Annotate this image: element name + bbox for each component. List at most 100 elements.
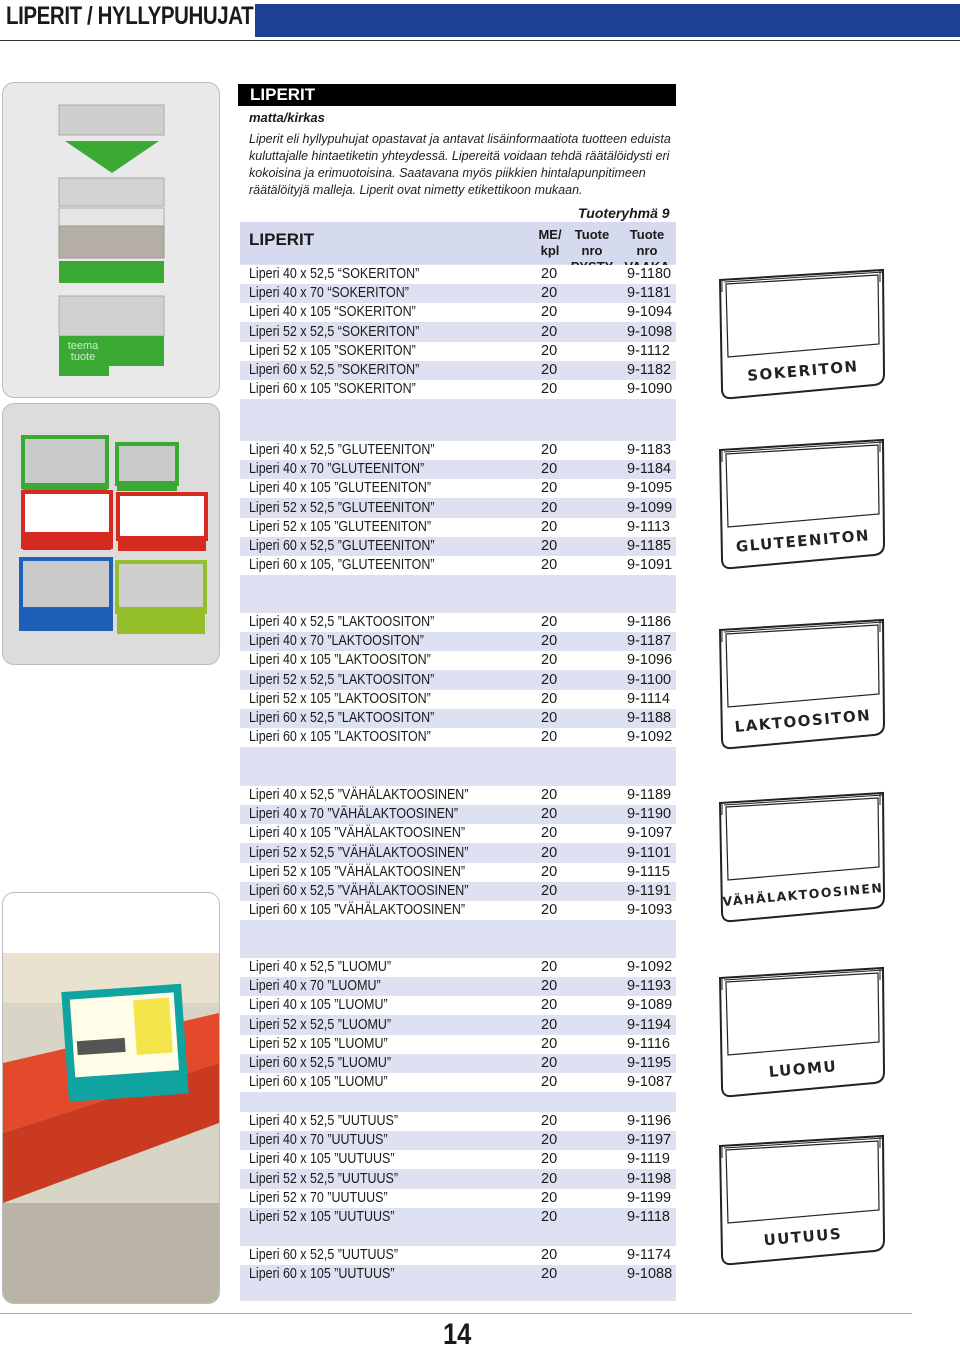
product-name: Liperi 52 x 52,5 ”VÄHÄLAKTOOSINEN” [249,844,469,861]
product-name: Liperi 40 x 105 ”LAKTOOSITON” [249,652,431,669]
table-row: Liperi 60 x 105 ”LAKTOOSITON” 20 9-1092 [240,728,676,748]
table-row: Liperi 52 x 52,5 ”LAKTOOSITON” 20 9-1100 [240,670,676,690]
pack-qty: 20 [541,323,558,340]
section-header: LIPERIT [238,84,676,106]
pack-qty: 20 [541,959,558,975]
product-code: 9-1188 [627,710,672,726]
table-row: Liperi 40 x 52,5 ”GLUTEENITON” 20 9-1183 [240,441,676,460]
product-name: Liperi 60 x 52,5 ”LAKTOOSITON” [249,710,435,726]
table-row: Liperi 52 x 52,5 ”GLUTEENITON” 20 9-1099 [240,498,676,518]
table-row: Liperi 52 x 52,5 ”UUTUUS” 20 9-1198 [240,1169,676,1189]
product-code: 9-1092 [627,729,673,746]
product-name: Liperi 52 x 105 ”LUOMU” [249,1035,388,1052]
product-name: Liperi 40 x 105 ”VÄHÄLAKTOOSINEN” [249,825,466,842]
table-row: Liperi 40 x 52,5 ”LUOMU” 20 9-1092 [240,958,676,977]
pack-qty: 20 [541,499,558,516]
pack-qty: 20 [541,1209,558,1225]
table-row: Liperi 40 x 105 ”LUOMU” 20 9-1089 [240,996,676,1016]
product-name: Liperi 52 x 70 ”UUTUUS” [249,1189,388,1206]
product-name: Liperi 52 x 105 ”SOKERITON” [249,342,416,359]
table-row: Liperi 52 x 105 ”UUTUUS” 20 9-1118 [240,1208,676,1227]
page-title: LIPERIT / HYLLYPUHUJAT [6,2,254,30]
product-name: Liperi 60 x 52,5 ”VÄHÄLAKTOOSINEN” [249,883,469,899]
talker-drawing: SOKERITON [708,262,898,417]
pack-qty: 20 [541,997,558,1014]
pack-qty: 20 [541,1055,558,1071]
product-name: Liperi 40 x 105 “SOKERITON” [249,304,416,321]
talker-drawing: LAKTOOSITON [708,612,898,767]
table-row: Liperi 40 x 52,5 ”LAKTOOSITON” 20 9-1186 [240,613,676,632]
product-code: 9-1091 [627,557,673,574]
table-row: Liperi 40 x 105 “SOKERITON” 20 9-1094 [240,303,676,323]
table-row: Liperi 60 x 52,5 ”SOKERITON” 20 9-1182 [240,361,676,380]
divider [0,1313,912,1314]
product-code: 9-1191 [627,883,672,899]
pack-qty: 20 [541,710,558,726]
product-code: 9-1194 [627,1016,672,1033]
product-name: Liperi 40 x 52,5 “SOKERITON” [249,266,420,282]
table-row: Liperi 52 x 105 ”LUOMU” 20 9-1116 [240,1034,676,1054]
pack-qty: 20 [541,1189,558,1206]
pack-qty: 20 [541,342,558,359]
product-name: Liperi 40 x 70 ”LUOMU” [249,978,381,995]
table-row: Liperi 40 x 70 “SOKERITON” 20 9-1181 [240,284,676,304]
product-name: Liperi 52 x 52,5 ”GLUTEENITON” [249,499,435,516]
photo-label: teema tuote [67,340,99,363]
table-row: Liperi 40 x 105 ”VÄHÄLAKTOOSINEN” 20 9-109… [240,824,676,844]
product-code: 9-1198 [627,1170,672,1187]
product-name: Liperi 60 x 105, ”GLUTEENITON” [249,557,435,574]
table-row: Liperi 60 x 105 ”SOKERITON” 20 9-1090 [240,380,676,400]
pack-qty: 20 [541,518,558,535]
product-code: 9-1182 [627,362,672,378]
table-row: Liperi 40 x 52,5 ”VÄHÄLAKTOOSINEN” 20 9-11… [240,786,676,805]
product-name: Liperi 52 x 52,5 ”UUTUUS” [249,1170,398,1187]
product-name: Liperi 40 x 70 ”GLUTEENITON” [249,461,425,478]
table-row: Liperi 40 x 52,5 ”UUTUUS” 20 9-1196 [240,1112,676,1131]
table-row: Liperi 40 x 70 ”LUOMU” 20 9-1193 [240,977,676,997]
product-code: 9-1174 [627,1247,672,1263]
divider [0,40,960,41]
product-photo-colored-talkers [2,403,220,665]
pack-qty: 20 [541,825,558,842]
table-header: LIPERIT ME/ kpl Tuote nro PYSTY Tuote nr… [240,222,676,274]
table-row: Liperi 60 x 52,5 ”LAKTOOSITON” 20 9-1188 [240,709,676,728]
product-code: 9-1115 [627,863,670,880]
product-name: Liperi 60 x 105 ”LUOMU” [249,1074,388,1091]
table-row: Liperi 52 x 105 ”GLUTEENITON” 20 9-1113 [240,517,676,537]
pack-qty: 20 [541,806,558,823]
pack-qty: 20 [541,633,558,650]
pack-qty: 20 [541,1074,558,1091]
table-row: Liperi 60 x 105, ”GLUTEENITON” 20 9-1091 [240,556,676,576]
product-code: 9-1189 [627,787,672,803]
pack-qty: 20 [541,461,558,478]
pack-qty: 20 [541,1035,558,1052]
table-row: Liperi 60 x 105 ”LUOMU” 20 9-1087 [240,1073,676,1093]
product-name: Liperi 52 x 52,5 ”LAKTOOSITON” [249,671,435,688]
product-name: Liperi 60 x 52,5 ”GLUTEENITON” [249,538,435,554]
table-row: Liperi 52 x 52,5 “SOKERITON” 20 9-1098 [240,322,676,342]
product-name: Liperi 60 x 105 ”LAKTOOSITON” [249,729,431,746]
page-number: 14 [443,1318,472,1351]
product-code: 9-1101 [627,844,672,861]
table-row: Liperi 40 x 70 ”LAKTOOSITON” 20 9-1187 [240,632,676,652]
product-code: 9-1097 [627,825,673,842]
product-photo-green-talkers: teema tuote [2,82,220,398]
product-name: Liperi 52 x 105 ”VÄHÄLAKTOOSINEN” [249,863,466,880]
pack-qty: 20 [541,690,558,707]
product-code: 9-1195 [627,1055,672,1071]
product-code: 9-1114 [627,690,670,707]
product-name: Liperi 40 x 52,5 ”LAKTOOSITON” [249,614,435,630]
table-row: Liperi 40 x 105 ”UUTUUS” 20 9-1119 [240,1150,676,1170]
pack-qty: 20 [541,538,558,554]
table-row: Liperi 60 x 52,5 ”UUTUUS” 20 9-1174 [240,1246,676,1265]
product-name: Liperi 40 x 105 ”GLUTEENITON” [249,480,432,497]
column-header-name: LIPERIT [249,230,315,249]
pack-qty: 20 [541,1132,558,1149]
product-name: Liperi 40 x 52,5 ”GLUTEENITON” [249,442,435,458]
product-code: 9-1118 [627,1209,670,1225]
product-code: 9-1183 [627,442,672,458]
product-name: Liperi 40 x 52,5 ”LUOMU” [249,959,392,975]
product-name: Liperi 60 x 52,5 ”LUOMU” [249,1055,392,1071]
talker-drawing: GLUTEENITON [708,432,898,587]
pack-qty: 20 [541,266,558,282]
